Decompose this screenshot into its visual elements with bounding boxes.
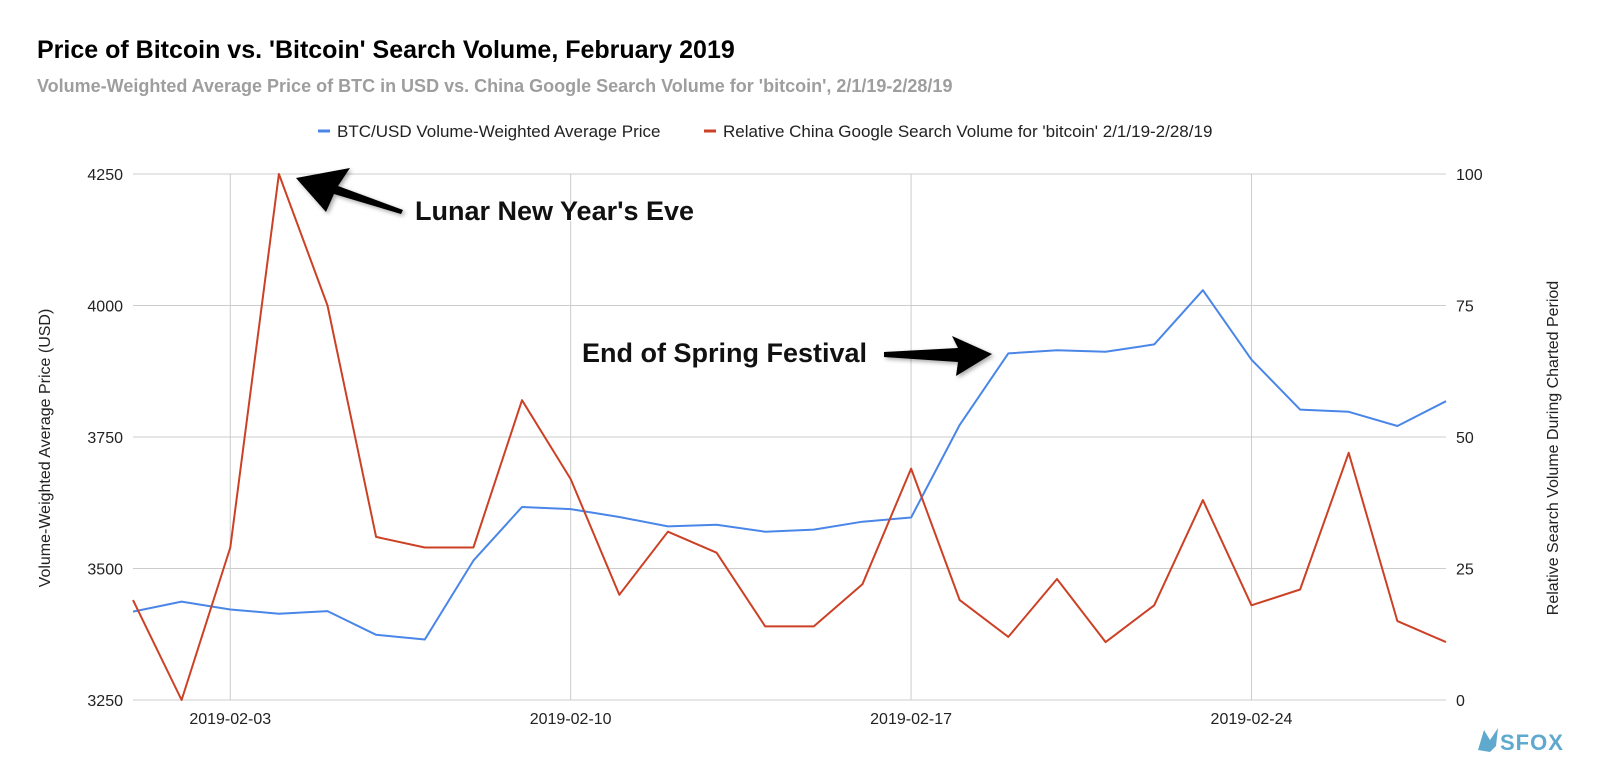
- left-tick-label: 3500: [87, 562, 123, 579]
- right-tick-label: 50: [1456, 430, 1474, 447]
- right-tick-label: 75: [1456, 299, 1474, 316]
- fox-icon: [1478, 728, 1498, 752]
- legend-label-search: Relative China Google Search Volume for …: [723, 122, 1212, 141]
- right-tick-label: 25: [1456, 562, 1474, 579]
- annotation-label-end-spring-festival: End of Spring Festival: [582, 338, 867, 368]
- right-tick-label: 0: [1456, 693, 1465, 710]
- left-axis-title: Volume-Weighted Average Price (USD): [37, 309, 54, 588]
- legend: BTC/USD Volume-Weighted Average Price Re…: [318, 122, 1212, 141]
- annotation-lunar-new-year: Lunar New Year's Eve: [296, 168, 695, 227]
- series-line-price: [132, 289, 1447, 641]
- right-axis-ticks: 0 25 50 75 100: [1456, 167, 1483, 710]
- series-lines: [132, 173, 1447, 701]
- left-axis-ticks: 3250 3500 3750 4000 4250: [87, 167, 123, 710]
- horizontal-gridlines: [133, 173, 1446, 701]
- annotation-label-lunar-new-year: Lunar New Year's Eve: [415, 196, 694, 226]
- arrow-icon: [296, 168, 403, 214]
- annotation-end-spring-festival: End of Spring Festival: [581, 336, 992, 376]
- x-axis-ticks: 2019-02-03 2019-02-10 2019-02-17 2019-02-24: [189, 711, 1292, 728]
- x-tick-label: 2019-02-10: [530, 711, 612, 728]
- arrow-icon: [884, 336, 992, 376]
- legend-label-price: BTC/USD Volume-Weighted Average Price: [337, 122, 660, 141]
- left-tick-label: 4000: [87, 299, 123, 316]
- brand-name: SFOX: [1500, 730, 1564, 755]
- left-tick-label: 3750: [87, 430, 123, 447]
- x-tick-label: 2019-02-03: [189, 711, 271, 728]
- sfox-logo: SFOX: [1478, 728, 1564, 755]
- series-line-search: [132, 173, 1447, 701]
- chart-subtitle: Volume-Weighted Average Price of BTC in …: [37, 76, 952, 96]
- right-axis-title: Relative Search Volume During Charted Pe…: [1545, 281, 1562, 615]
- left-tick-label: 3250: [87, 693, 123, 710]
- vertical-gridlines: [229, 174, 1252, 700]
- left-tick-label: 4250: [87, 167, 123, 184]
- chart-title: Price of Bitcoin vs. 'Bitcoin' Search Vo…: [37, 36, 735, 64]
- right-tick-label: 100: [1456, 167, 1483, 184]
- x-tick-label: 2019-02-24: [1211, 711, 1293, 728]
- x-tick-label: 2019-02-17: [870, 711, 952, 728]
